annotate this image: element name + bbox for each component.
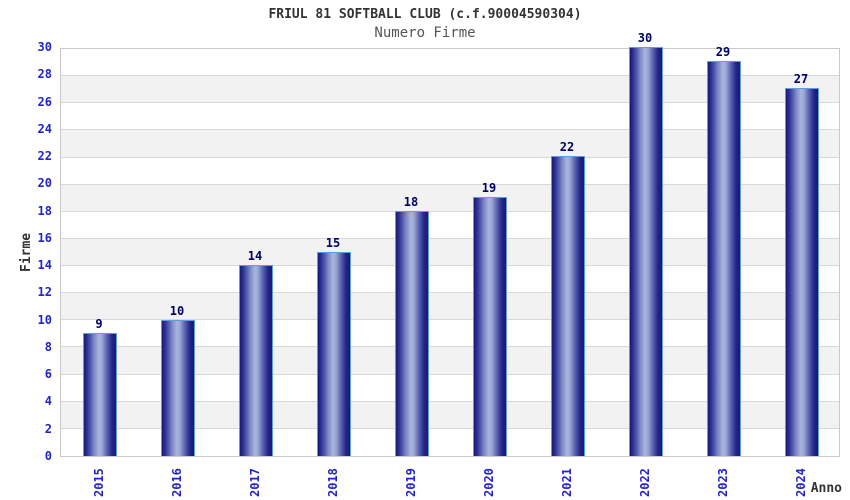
bar-2024 bbox=[785, 87, 819, 456]
bar-2020 bbox=[473, 196, 507, 456]
gridline bbox=[61, 129, 839, 131]
gridline bbox=[61, 319, 839, 321]
x-tick-2018: 2018 bbox=[326, 468, 340, 497]
y-tick-10: 10 bbox=[37, 312, 52, 327]
bar-value-label: 15 bbox=[325, 235, 341, 250]
y-tick-12: 12 bbox=[37, 285, 52, 300]
y-tick-30: 30 bbox=[37, 40, 52, 54]
gridline bbox=[61, 75, 839, 77]
y-tick-4: 4 bbox=[44, 394, 52, 409]
y-tick-26: 26 bbox=[37, 94, 52, 109]
y-tick-20: 20 bbox=[37, 176, 52, 191]
gridline bbox=[61, 373, 839, 375]
gridline bbox=[61, 156, 839, 158]
y-tick-16: 16 bbox=[37, 230, 52, 245]
gridline bbox=[61, 292, 839, 294]
bar-2021 bbox=[551, 156, 585, 456]
x-axis-title: Anno bbox=[810, 481, 842, 496]
bar-value-label: 9 bbox=[95, 317, 103, 332]
x-tick-2021: 2021 bbox=[560, 468, 574, 497]
y-axis-title: Firme bbox=[19, 232, 34, 272]
x-tick-2023: 2023 bbox=[716, 468, 730, 497]
bar-value-label: 27 bbox=[793, 71, 809, 86]
y-tick-0: 0 bbox=[44, 449, 52, 463]
y-tick-2: 2 bbox=[44, 421, 52, 436]
gridline bbox=[61, 102, 839, 104]
gridline bbox=[61, 265, 839, 267]
y-tick-14: 14 bbox=[37, 258, 52, 273]
gridline bbox=[61, 183, 839, 185]
bar-value-label: 10 bbox=[169, 303, 185, 318]
bar-value-label: 19 bbox=[481, 180, 497, 195]
x-tick-2024: 2024 bbox=[794, 468, 808, 497]
bar-2022 bbox=[629, 47, 663, 456]
plot-area bbox=[60, 47, 840, 457]
gridline bbox=[61, 400, 839, 402]
bar-2019 bbox=[395, 210, 429, 456]
x-tick-2019: 2019 bbox=[404, 468, 418, 497]
chart-title: FRIUL 81 SOFTBALL CLUB (c.f.90004590304) bbox=[268, 7, 582, 22]
y-tick-18: 18 bbox=[37, 203, 52, 218]
bar-2023 bbox=[707, 60, 741, 456]
bar-2018 bbox=[317, 251, 351, 456]
y-tick-24: 24 bbox=[37, 121, 52, 136]
y-tick-8: 8 bbox=[44, 339, 52, 354]
y-tick-28: 28 bbox=[37, 67, 52, 82]
bar-value-label: 29 bbox=[715, 44, 731, 59]
gridline bbox=[61, 427, 839, 429]
x-tick-2017: 2017 bbox=[248, 468, 262, 497]
x-tick-2015: 2015 bbox=[92, 468, 106, 497]
x-tick-2016: 2016 bbox=[170, 468, 184, 497]
gridline bbox=[61, 346, 839, 348]
bar-2016 bbox=[161, 319, 195, 456]
x-tick-2020: 2020 bbox=[482, 468, 496, 497]
y-tick-22: 22 bbox=[37, 149, 52, 164]
chart-subtitle: Numero Firme bbox=[374, 25, 476, 41]
bar-value-label: 18 bbox=[403, 194, 419, 209]
gridline bbox=[61, 210, 839, 212]
bar-2015 bbox=[83, 333, 117, 456]
bar-value-label: 22 bbox=[559, 140, 575, 155]
x-tick-2022: 2022 bbox=[638, 468, 652, 497]
y-tick-6: 6 bbox=[44, 367, 52, 382]
bar-value-label: 30 bbox=[637, 31, 653, 45]
bar-2017 bbox=[239, 265, 273, 456]
bar-value-label: 14 bbox=[247, 249, 263, 264]
gridline bbox=[61, 237, 839, 239]
